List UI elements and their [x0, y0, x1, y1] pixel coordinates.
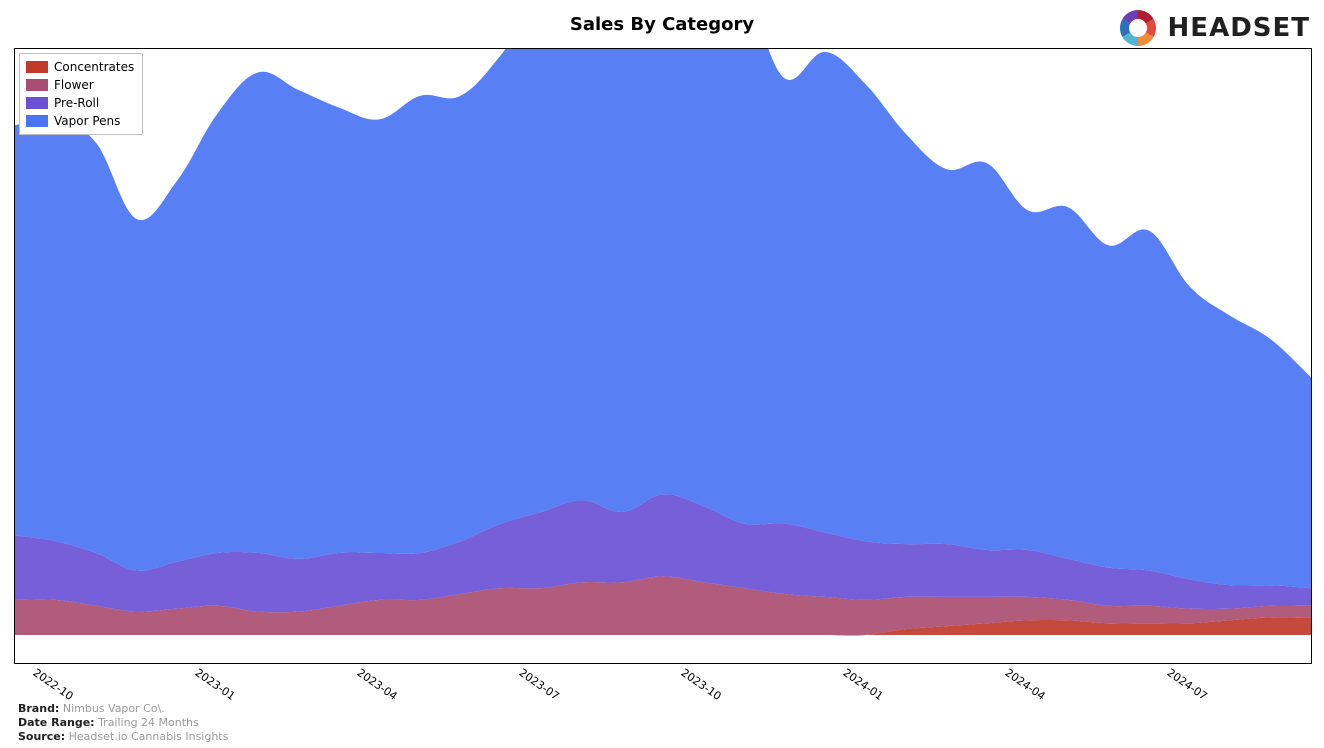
footer-line: Brand: Nimbus Vapor Co\. — [18, 702, 228, 716]
legend-label: Pre-Roll — [54, 96, 99, 110]
x-tick-label: 2024-07 — [1165, 666, 1210, 703]
headset-logo-icon — [1116, 6, 1160, 50]
area-chart-svg — [15, 49, 1311, 663]
x-tick-label: 2023-01 — [193, 666, 238, 703]
legend-label: Vapor Pens — [54, 114, 120, 128]
legend-label: Concentrates — [54, 60, 134, 74]
x-tick-label: 2023-10 — [679, 666, 724, 703]
legend-item: Concentrates — [26, 58, 134, 76]
brand-logo: HEADSET — [1116, 6, 1310, 50]
chart-container: Sales By Category HEADSET ConcentratesFl… — [0, 0, 1324, 748]
legend-swatch — [26, 79, 48, 91]
legend: Concentrates Flower Pre-Roll Vapor Pens — [19, 53, 143, 135]
legend-item: Vapor Pens — [26, 112, 134, 130]
brand-logo-text: HEADSET — [1168, 13, 1310, 43]
legend-swatch — [26, 115, 48, 127]
chart-footer: Brand: Nimbus Vapor Co\.Date Range: Trai… — [18, 702, 228, 744]
legend-swatch — [26, 61, 48, 73]
x-tick-label: 2024-01 — [841, 666, 886, 703]
plot-area: Concentrates Flower Pre-Roll Vapor Pens — [14, 48, 1312, 664]
footer-key: Date Range: — [18, 716, 95, 729]
footer-key: Brand: — [18, 702, 59, 715]
footer-value: Trailing 24 Months — [98, 716, 199, 729]
footer-value: Nimbus Vapor Co\. — [63, 702, 165, 715]
legend-label: Flower — [54, 78, 94, 92]
footer-line: Date Range: Trailing 24 Months — [18, 716, 228, 730]
footer-line: Source: Headset.io Cannabis Insights — [18, 730, 228, 744]
footer-value: Headset.io Cannabis Insights — [69, 730, 229, 743]
legend-item: Pre-Roll — [26, 94, 134, 112]
footer-key: Source: — [18, 730, 65, 743]
x-tick-label: 2023-07 — [517, 666, 562, 703]
x-tick-label: 2022-10 — [31, 666, 76, 703]
legend-swatch — [26, 97, 48, 109]
x-tick-label: 2023-04 — [355, 666, 400, 703]
x-tick-label: 2024-04 — [1003, 666, 1048, 703]
legend-item: Flower — [26, 76, 134, 94]
